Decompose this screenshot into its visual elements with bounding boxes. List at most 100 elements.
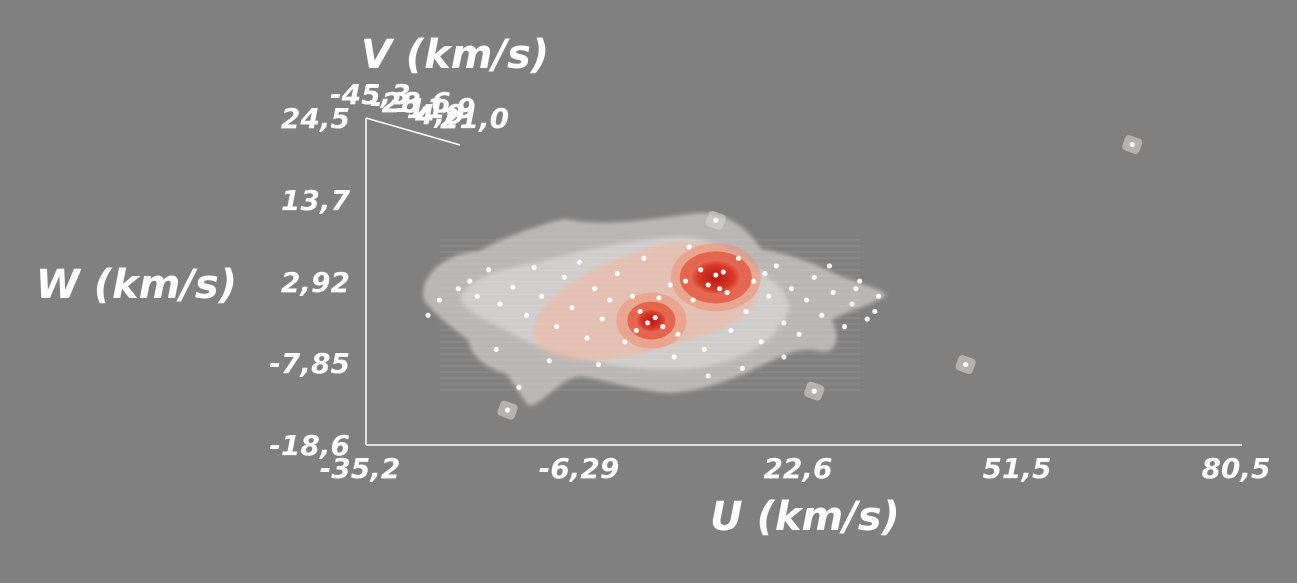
- data-point: [510, 284, 516, 290]
- y-tick-label: -7,85: [269, 347, 350, 380]
- data-point: [811, 274, 817, 280]
- data-point: [656, 295, 662, 301]
- data-point: [516, 384, 522, 390]
- data-point: [523, 312, 530, 318]
- data-point: [875, 293, 882, 299]
- data-point: [671, 354, 677, 360]
- data-point: [716, 286, 723, 292]
- x-tick-labels: -35,2 -6,29 22,6 51,5 80,5: [320, 452, 1271, 485]
- data-point: [474, 293, 480, 299]
- y-axis-title: W (km/s): [36, 262, 237, 308]
- data-point: [660, 324, 666, 330]
- x-tick-label: -35,2: [320, 452, 401, 485]
- data-point: [735, 255, 742, 261]
- data-point: [804, 297, 810, 303]
- data-point: [584, 335, 590, 341]
- outlier-point: [963, 361, 969, 368]
- data-point: [720, 269, 726, 275]
- data-point: [705, 373, 711, 379]
- data-point: [857, 278, 863, 284]
- data-point: [607, 297, 613, 303]
- y-tick-label: 2,92: [281, 266, 350, 299]
- data-point: [637, 308, 643, 315]
- data-point: [864, 316, 870, 322]
- data-point: [486, 267, 492, 273]
- data-point: [622, 339, 628, 345]
- data-point: [698, 267, 704, 273]
- data-point: [762, 270, 768, 277]
- data-point: [595, 361, 602, 368]
- data-point: [701, 346, 708, 353]
- z-tick-label: 21,0: [440, 102, 509, 135]
- data-point: [675, 331, 681, 337]
- data-point: [497, 301, 503, 307]
- data-point: [758, 339, 764, 345]
- outlier-points: [497, 135, 1143, 420]
- data-point: [690, 297, 696, 303]
- z-tick-label: 4,9: [414, 98, 465, 131]
- data-point: [645, 320, 651, 326]
- data-point: [728, 327, 734, 334]
- z-tick-label: -28,6: [370, 86, 451, 119]
- z-tick-label: -11,9: [395, 92, 476, 125]
- y-tick-label: -18,6: [269, 429, 350, 462]
- data-point: [781, 320, 787, 326]
- data-point: [773, 263, 779, 269]
- x-tick-label: 51,5: [982, 452, 1051, 485]
- data-point: [569, 305, 575, 311]
- data-point: [724, 289, 730, 296]
- data-point: [853, 286, 859, 292]
- outlier-point: [504, 407, 511, 413]
- data-point: [766, 293, 772, 299]
- data-point: [425, 312, 431, 318]
- z-axis-title: V (km/s): [361, 32, 549, 78]
- data-point: [849, 301, 855, 307]
- data-point: [614, 270, 620, 277]
- outlier-point: [1129, 141, 1135, 148]
- data-point: [539, 293, 545, 299]
- data-point: [841, 324, 848, 330]
- data-point: [633, 327, 639, 334]
- data-point: [546, 358, 552, 364]
- x-axis-title: U (km/s): [710, 494, 900, 540]
- density-core: [635, 308, 668, 333]
- data-point: [781, 354, 787, 360]
- y-tick-label: 13,7: [281, 184, 351, 217]
- data-point: [554, 324, 560, 330]
- data-point: [819, 312, 825, 318]
- data-point: [592, 286, 598, 292]
- data-point: [739, 365, 745, 371]
- data-point: [788, 286, 795, 292]
- axes: [365, 117, 1242, 446]
- data-point: [561, 274, 567, 280]
- data-point: [493, 346, 499, 353]
- y-tick-label: 24,5: [281, 102, 350, 135]
- outlier-point: [811, 388, 817, 394]
- data-point: [743, 308, 749, 315]
- data-point: [467, 278, 473, 284]
- data-point: [826, 263, 832, 269]
- outlier-point: [713, 217, 719, 224]
- data-point: [629, 293, 636, 299]
- x-tick-label: 22,6: [763, 452, 832, 485]
- data-point: [705, 282, 711, 288]
- data-points: [425, 244, 882, 390]
- data-point: [652, 314, 658, 321]
- data-point: [686, 244, 692, 250]
- z-axis-line: [365, 117, 461, 146]
- y-tick-labels: 24,5 13,7 2,92 -7,85 -18,6: [269, 102, 350, 462]
- data-point: [641, 255, 647, 261]
- z-tick-labels: -45,3-28,6-11,94,921,0: [330, 78, 509, 135]
- data-point: [796, 331, 802, 337]
- x-tick-label: -6,29: [539, 452, 620, 485]
- data-point: [667, 282, 673, 288]
- z-tick-label: -45,3: [330, 78, 411, 111]
- data-point: [872, 308, 878, 315]
- data-point: [576, 259, 583, 265]
- data-point: [436, 297, 443, 303]
- data-point: [751, 278, 757, 284]
- data-point: [830, 289, 836, 296]
- data-point: [531, 264, 537, 271]
